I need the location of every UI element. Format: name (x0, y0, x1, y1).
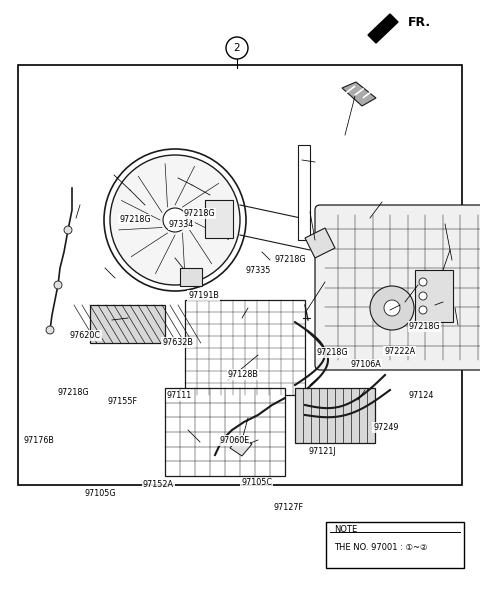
Circle shape (104, 149, 246, 291)
Polygon shape (230, 436, 252, 456)
Text: 97218G: 97218G (316, 348, 348, 357)
Text: FR.: FR. (408, 15, 431, 28)
Bar (326, 522, 464, 568)
Text: NOTE: NOTE (334, 525, 357, 534)
Circle shape (384, 300, 400, 316)
Circle shape (226, 37, 248, 59)
Text: 97176B: 97176B (24, 436, 55, 445)
Text: 97121J: 97121J (309, 446, 336, 456)
Text: 97632B: 97632B (162, 337, 193, 347)
Text: 97124: 97124 (409, 391, 434, 401)
Text: 97334: 97334 (169, 220, 194, 230)
Text: 97249: 97249 (373, 423, 399, 432)
Text: 97218G: 97218G (275, 255, 306, 264)
Bar (185, 300, 305, 395)
Text: 97218G: 97218G (119, 214, 151, 224)
Text: 97218G: 97218G (57, 388, 89, 398)
Text: 97191B: 97191B (188, 291, 219, 300)
Polygon shape (342, 82, 376, 106)
Text: 97060E: 97060E (219, 436, 250, 445)
Bar (18, 65, 462, 485)
Text: 97127F: 97127F (273, 503, 303, 512)
Circle shape (46, 326, 54, 334)
Text: 97218G: 97218G (184, 209, 216, 218)
Circle shape (419, 292, 427, 300)
Circle shape (419, 306, 427, 314)
Circle shape (54, 281, 62, 289)
Polygon shape (305, 228, 335, 258)
Circle shape (110, 155, 240, 285)
Bar (298, 145, 310, 240)
Circle shape (64, 226, 72, 234)
Text: 97152A: 97152A (143, 479, 174, 489)
Circle shape (370, 286, 414, 330)
Text: 97620C: 97620C (70, 331, 101, 340)
Bar (205, 200, 233, 238)
FancyBboxPatch shape (315, 205, 480, 370)
Text: 97106A: 97106A (350, 359, 381, 369)
Bar (415, 270, 453, 322)
Bar (180, 268, 202, 286)
Circle shape (419, 278, 427, 286)
Bar (90, 305, 165, 343)
Text: 97222A: 97222A (384, 346, 415, 356)
Text: 97335: 97335 (245, 266, 270, 276)
Text: 97105C: 97105C (241, 478, 272, 488)
Text: 97128B: 97128B (228, 370, 258, 379)
Bar (295, 388, 375, 443)
Text: 97111: 97111 (167, 391, 192, 401)
Text: 97105G: 97105G (85, 489, 117, 498)
Text: 97218G: 97218G (408, 322, 440, 331)
Text: 97155F: 97155F (108, 397, 138, 406)
Circle shape (163, 208, 187, 232)
Polygon shape (368, 14, 398, 43)
Text: THE NO. 97001 : ①~②: THE NO. 97001 : ①~② (334, 544, 428, 552)
Bar (165, 388, 285, 476)
Text: 2: 2 (234, 43, 240, 53)
